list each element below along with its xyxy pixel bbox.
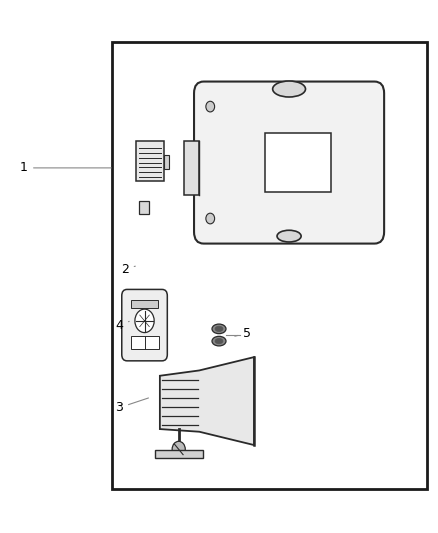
Bar	[136, 141, 164, 181]
Ellipse shape	[215, 326, 223, 332]
Ellipse shape	[212, 324, 226, 334]
Bar	[265, 133, 331, 192]
Bar	[155, 450, 203, 458]
Text: 4: 4	[115, 319, 129, 332]
Ellipse shape	[215, 338, 223, 344]
Circle shape	[172, 441, 185, 457]
Bar	[131, 300, 158, 308]
Bar	[131, 336, 159, 349]
Ellipse shape	[212, 336, 226, 346]
Circle shape	[206, 101, 215, 112]
Bar	[139, 201, 149, 214]
Circle shape	[206, 213, 215, 224]
FancyBboxPatch shape	[194, 82, 384, 244]
Bar	[112, 42, 427, 489]
Ellipse shape	[272, 81, 306, 97]
Text: 2: 2	[121, 263, 135, 276]
Text: 3: 3	[115, 398, 148, 414]
Circle shape	[135, 309, 154, 333]
FancyBboxPatch shape	[122, 289, 167, 361]
Text: 5: 5	[235, 327, 251, 340]
Polygon shape	[160, 357, 254, 445]
Bar	[164, 155, 169, 169]
Bar	[184, 141, 199, 195]
Ellipse shape	[277, 230, 301, 242]
Text: 1: 1	[20, 161, 111, 174]
